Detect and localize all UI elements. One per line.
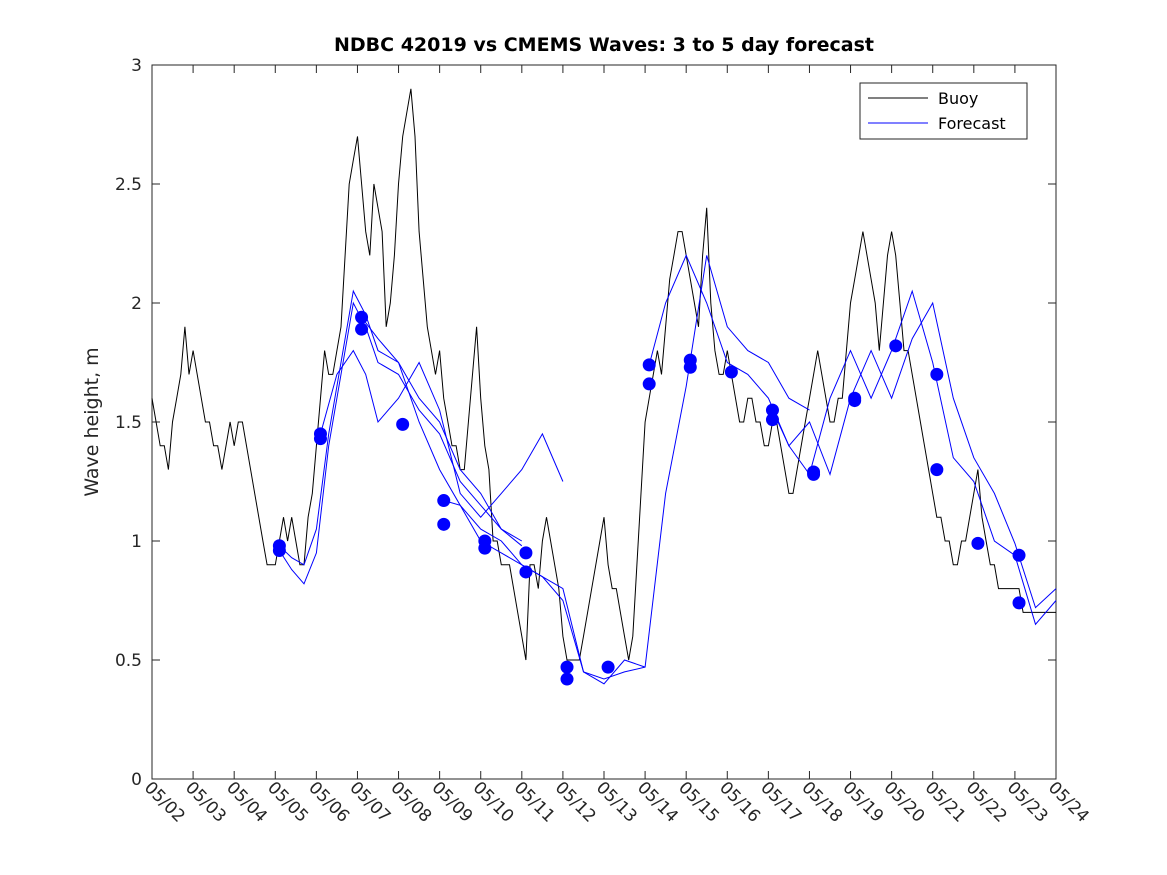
forecast-run-line [361, 316, 646, 685]
forecast-run-line [278, 301, 523, 585]
forecast-marker [355, 310, 369, 324]
y-axis-label: Wave height, m [81, 347, 103, 496]
forecast-marker [930, 463, 944, 477]
forecast-marker [437, 517, 451, 531]
legend-box [859, 82, 1028, 140]
y-tick-label: 3 [131, 56, 142, 76]
forecast-run-line [279, 289, 523, 566]
forecast-marker [683, 360, 697, 374]
forecast-run-line [772, 289, 1057, 626]
forecast-marker [601, 660, 615, 674]
forecast-marker [930, 367, 944, 381]
forecast-marker [724, 365, 738, 379]
forecast-marker [642, 377, 656, 391]
y-tick-label: 2.5 [115, 175, 142, 195]
forecast-marker [765, 403, 779, 417]
forecast-marker [437, 494, 451, 508]
forecast-marker [519, 565, 533, 579]
y-tick-label: 1 [131, 532, 142, 552]
forecast-marker [642, 358, 656, 372]
y-tick-label: 1.5 [115, 413, 142, 433]
chart-title: NDBC 42019 vs CMEMS Waves: 3 to 5 day fo… [334, 34, 874, 56]
forecast-marker [272, 544, 286, 558]
buoy-series [151, 88, 1056, 661]
legend-buoy-label: Buoy [938, 89, 978, 108]
forecast-run-line [320, 349, 564, 518]
buoy-line [151, 88, 1056, 661]
plot-area [151, 64, 1057, 780]
forecast-marker [848, 394, 862, 408]
forecast-marker [519, 546, 533, 560]
legend: Buoy Forecast [859, 82, 1028, 140]
forecast-run-line [443, 255, 810, 680]
y-tick-label: 0 [131, 770, 142, 790]
forecast-marker [396, 417, 410, 431]
y-tick-label: 0.5 [115, 651, 142, 671]
forecast-markers [272, 310, 1026, 686]
y-tick-label: 2 [131, 294, 142, 314]
forecast-marker [807, 467, 821, 481]
y-tick-labels: 0 0.5 1 1.5 2 2.5 3 [115, 56, 142, 790]
forecast-marker [1012, 596, 1026, 610]
forecast-marker [560, 672, 574, 686]
forecast-marker [1012, 548, 1026, 562]
legend-forecast-label: Forecast [938, 114, 1006, 133]
forecast-marker [889, 339, 903, 353]
forecast-marker [560, 660, 574, 674]
forecast-marker [478, 541, 492, 555]
forecast-marker [971, 536, 985, 550]
forecast-marker [765, 413, 779, 427]
forecast-marker [355, 322, 369, 336]
forecast-marker [313, 432, 327, 446]
